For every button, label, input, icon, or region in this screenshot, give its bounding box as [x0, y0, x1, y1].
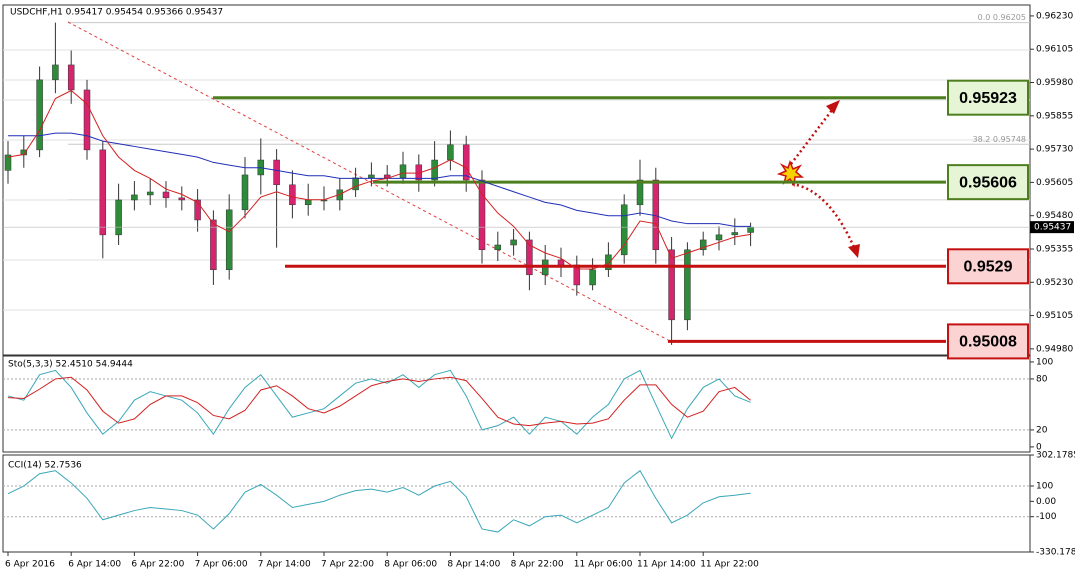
- level-box: [947, 79, 1029, 116]
- candle-body: [131, 194, 138, 201]
- x-tick-label: 6 Apr 14:00: [68, 560, 121, 570]
- y-tick-label: -100: [1036, 512, 1057, 522]
- candle-body: [684, 249, 691, 321]
- stoch-title: Sto(5,3,3) 52.4510 54.9444: [8, 360, 133, 370]
- y-tick-label: 0.00: [1036, 497, 1056, 507]
- y-tick-label: 0: [1036, 442, 1042, 452]
- y-tick-label: 20: [1036, 425, 1048, 435]
- y-tick-label: 0.96105: [1036, 45, 1073, 55]
- y-tick-label: 0.96230: [1036, 11, 1073, 21]
- candle-body: [36, 79, 43, 151]
- candle-body: [4, 154, 12, 171]
- candle-body: [20, 149, 28, 156]
- candle-body: [589, 269, 596, 286]
- series-line: [8, 132, 751, 227]
- candle-body: [526, 239, 533, 276]
- candle-body: [747, 226, 754, 233]
- candle-body: [304, 199, 312, 206]
- y-tick-label: 100: [1036, 482, 1053, 492]
- y-tick-label: 0.95480: [1036, 211, 1073, 221]
- level-box: [947, 323, 1029, 360]
- candle-body: [210, 219, 217, 271]
- candle-body: [731, 232, 739, 236]
- panel: [2, 454, 1031, 553]
- candle-body: [605, 254, 612, 271]
- series-line: [7, 89, 751, 270]
- candle-body: [99, 149, 107, 236]
- candle-body: [699, 239, 707, 251]
- y-tick-label: 0.95730: [1036, 145, 1073, 155]
- candle-body: [83, 89, 91, 151]
- candle-body: [115, 199, 122, 236]
- x-tick-label: 7 Apr 22:00: [321, 560, 374, 570]
- candle-body: [273, 159, 280, 186]
- candle-body: [478, 179, 486, 251]
- y-tick-label: 100: [1036, 357, 1053, 367]
- chart-title: USDCHF,H1 0.95417 0.95454 0.95366 0.9543…: [10, 8, 223, 18]
- trend-line: [67, 21, 669, 341]
- y-tick-label: 0.95980: [1036, 78, 1073, 88]
- x-tick-label: 7 Apr 06:00: [195, 560, 248, 570]
- fib-label: 38.2 0.95748: [973, 135, 1026, 144]
- candle-body: [52, 64, 59, 81]
- y-tick-label: 0.95230: [1036, 278, 1073, 288]
- y-tick-label: 0.94980: [1036, 344, 1073, 354]
- last-price-label: 0.95437: [1034, 223, 1071, 233]
- candle-body: [620, 204, 628, 256]
- candle-body: [399, 164, 407, 179]
- level-label: 0.95008: [959, 334, 1017, 351]
- fib-label: 0.0 0.96205: [978, 13, 1026, 22]
- x-tick-label: 8 Apr 14:00: [447, 560, 500, 570]
- series-line: [7, 376, 751, 427]
- x-tick-label: 11 Apr 14:00: [637, 560, 696, 570]
- candle-body: [715, 234, 723, 241]
- candle-body: [383, 174, 391, 179]
- level-box: [947, 248, 1029, 285]
- panel: [2, 355, 1031, 453]
- y-tick-label: 0.95605: [1036, 178, 1073, 188]
- x-tick-label: 8 Apr 22:00: [511, 560, 564, 570]
- candle-body: [636, 179, 644, 206]
- level-label: 0.95606: [959, 174, 1017, 191]
- candle-body: [431, 159, 438, 181]
- level-box: [947, 164, 1029, 201]
- candle-body: [668, 249, 675, 321]
- scenario-arrows: [776, 100, 860, 258]
- candle-body: [67, 64, 75, 91]
- candle-body: [194, 199, 201, 221]
- candle-body: [162, 191, 170, 199]
- candle-body: [225, 209, 233, 271]
- series-line: [7, 369, 751, 440]
- candle-body: [368, 174, 375, 179]
- y-tick-label: 302.1785: [1036, 451, 1075, 461]
- candle-body: [557, 259, 565, 266]
- candle-body: [241, 174, 249, 211]
- cci-title: CCI(14) 52.7536: [8, 461, 82, 471]
- candle-body: [352, 177, 359, 191]
- y-tick-label: 80: [1036, 374, 1048, 384]
- candle-body: [510, 239, 517, 246]
- panel: [2, 4, 1031, 356]
- candle-body: [494, 244, 502, 251]
- y-tick-label: 0.95355: [1036, 244, 1073, 254]
- x-tick-label: 11 Apr 06:00: [574, 560, 633, 570]
- x-tick-label: 11 Apr 22:00: [700, 560, 759, 570]
- candle-body: [447, 144, 454, 161]
- y-tick-label: 0.95105: [1036, 311, 1073, 321]
- y-tick-label: 0.95855: [1036, 111, 1073, 121]
- x-tick-label: 6 Apr 22:00: [131, 560, 184, 570]
- x-tick-label: 6 Apr 2016: [5, 560, 55, 570]
- x-tick-label: 7 Apr 14:00: [258, 560, 311, 570]
- level-label: 0.9529: [964, 259, 1013, 276]
- level-label: 0.95923: [959, 90, 1017, 107]
- last-price-box: [1030, 221, 1074, 234]
- candle-body: [462, 144, 470, 181]
- y-tick-label: -330.1785: [1036, 548, 1075, 558]
- series-line: [7, 469, 751, 533]
- candle-body: [146, 191, 154, 196]
- x-tick-label: 8 Apr 06:00: [384, 560, 437, 570]
- candle-body: [178, 197, 186, 201]
- candle-body: [289, 184, 296, 206]
